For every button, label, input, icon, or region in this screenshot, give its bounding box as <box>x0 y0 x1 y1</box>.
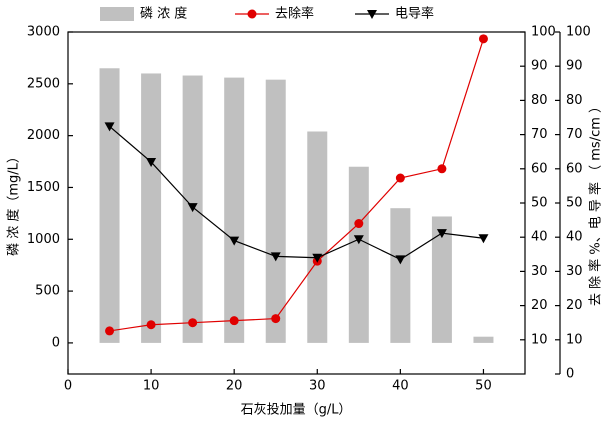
marker <box>187 203 198 213</box>
x-axis-label: 石灰投加量（g/L） <box>241 402 352 418</box>
y3-tick-label: 10 <box>566 332 583 347</box>
marker <box>354 219 364 229</box>
marker <box>395 173 405 183</box>
marker <box>229 236 240 246</box>
x-tick-label: 30 <box>309 379 326 394</box>
y3-tick-label: 90 <box>566 59 583 74</box>
marker <box>104 122 115 132</box>
bar <box>348 166 369 343</box>
bar <box>431 216 452 343</box>
y3-tick-label: 50 <box>566 196 583 211</box>
legend-label: 磷 浓 度 <box>140 6 187 22</box>
y2-tick-label: 10 <box>531 332 548 347</box>
plot-frame <box>67 31 526 375</box>
y-tick-label: 500 <box>35 284 60 299</box>
marker <box>437 164 447 174</box>
marker <box>188 318 198 328</box>
x-tick-label: 0 <box>64 379 72 394</box>
y2-tick-label: 80 <box>531 93 548 108</box>
y2-tick-label: 90 <box>531 59 548 74</box>
marker <box>478 234 489 244</box>
y2-tick-label: 60 <box>531 161 548 176</box>
y-tick-label: 1000 <box>27 232 60 247</box>
y-axis-label: 磷 浓 度（mg/L） <box>6 150 22 256</box>
y3-tick-label: 20 <box>566 298 583 313</box>
y3-tick-label: 40 <box>566 230 583 245</box>
y2-axis-label: 去 除 率 %、电 导 率 （ ms/cm ） <box>588 100 604 306</box>
legend-label: 去除率 <box>275 6 314 22</box>
marker <box>478 34 488 44</box>
y3-tick-label: 70 <box>566 127 583 142</box>
y3-tick-label: 60 <box>566 161 583 176</box>
x-tick-label: 50 <box>475 379 492 394</box>
y-tick-label: 3000 <box>27 25 60 40</box>
bar <box>307 131 328 343</box>
bar <box>473 336 494 343</box>
x-tick-label: 10 <box>143 379 160 394</box>
bar <box>224 77 245 343</box>
y2-tick-label: 30 <box>531 264 548 279</box>
y-tick-label: 2000 <box>27 128 60 143</box>
y2-tick-label: 40 <box>531 230 548 245</box>
marker <box>146 320 156 330</box>
bar <box>141 73 162 343</box>
x-tick-label: 20 <box>226 379 243 394</box>
marker <box>270 252 281 262</box>
y2-tick-label: 100 <box>531 25 556 40</box>
y-tick-label: 2500 <box>27 76 60 91</box>
marker <box>353 235 364 245</box>
y2-tick-label: 50 <box>531 196 548 211</box>
y2-tick-label: 20 <box>531 298 548 313</box>
bar <box>390 208 411 343</box>
marker <box>146 157 157 167</box>
x-tick-label: 40 <box>392 379 409 394</box>
marker <box>312 253 323 263</box>
y3-tick-label: 0 <box>566 367 574 382</box>
y3-tick-label: 80 <box>566 93 583 108</box>
marker <box>395 255 406 265</box>
marker <box>271 314 281 324</box>
y3-tick-label: 30 <box>566 264 583 279</box>
legend-marker <box>367 10 377 19</box>
line <box>109 38 485 332</box>
legend-swatch <box>100 7 134 21</box>
y2-tick-label: 70 <box>531 127 548 142</box>
y-tick-label: 0 <box>52 335 60 350</box>
y-tick-label: 1500 <box>27 180 60 195</box>
marker <box>229 316 239 326</box>
legend-marker <box>247 9 257 19</box>
marker <box>105 326 115 336</box>
legend-label: 电导率 <box>395 6 434 22</box>
marker <box>436 229 447 239</box>
bar <box>265 79 286 343</box>
bar <box>99 68 120 343</box>
y3-tick-label: 100 <box>566 25 591 40</box>
line <box>109 125 484 261</box>
